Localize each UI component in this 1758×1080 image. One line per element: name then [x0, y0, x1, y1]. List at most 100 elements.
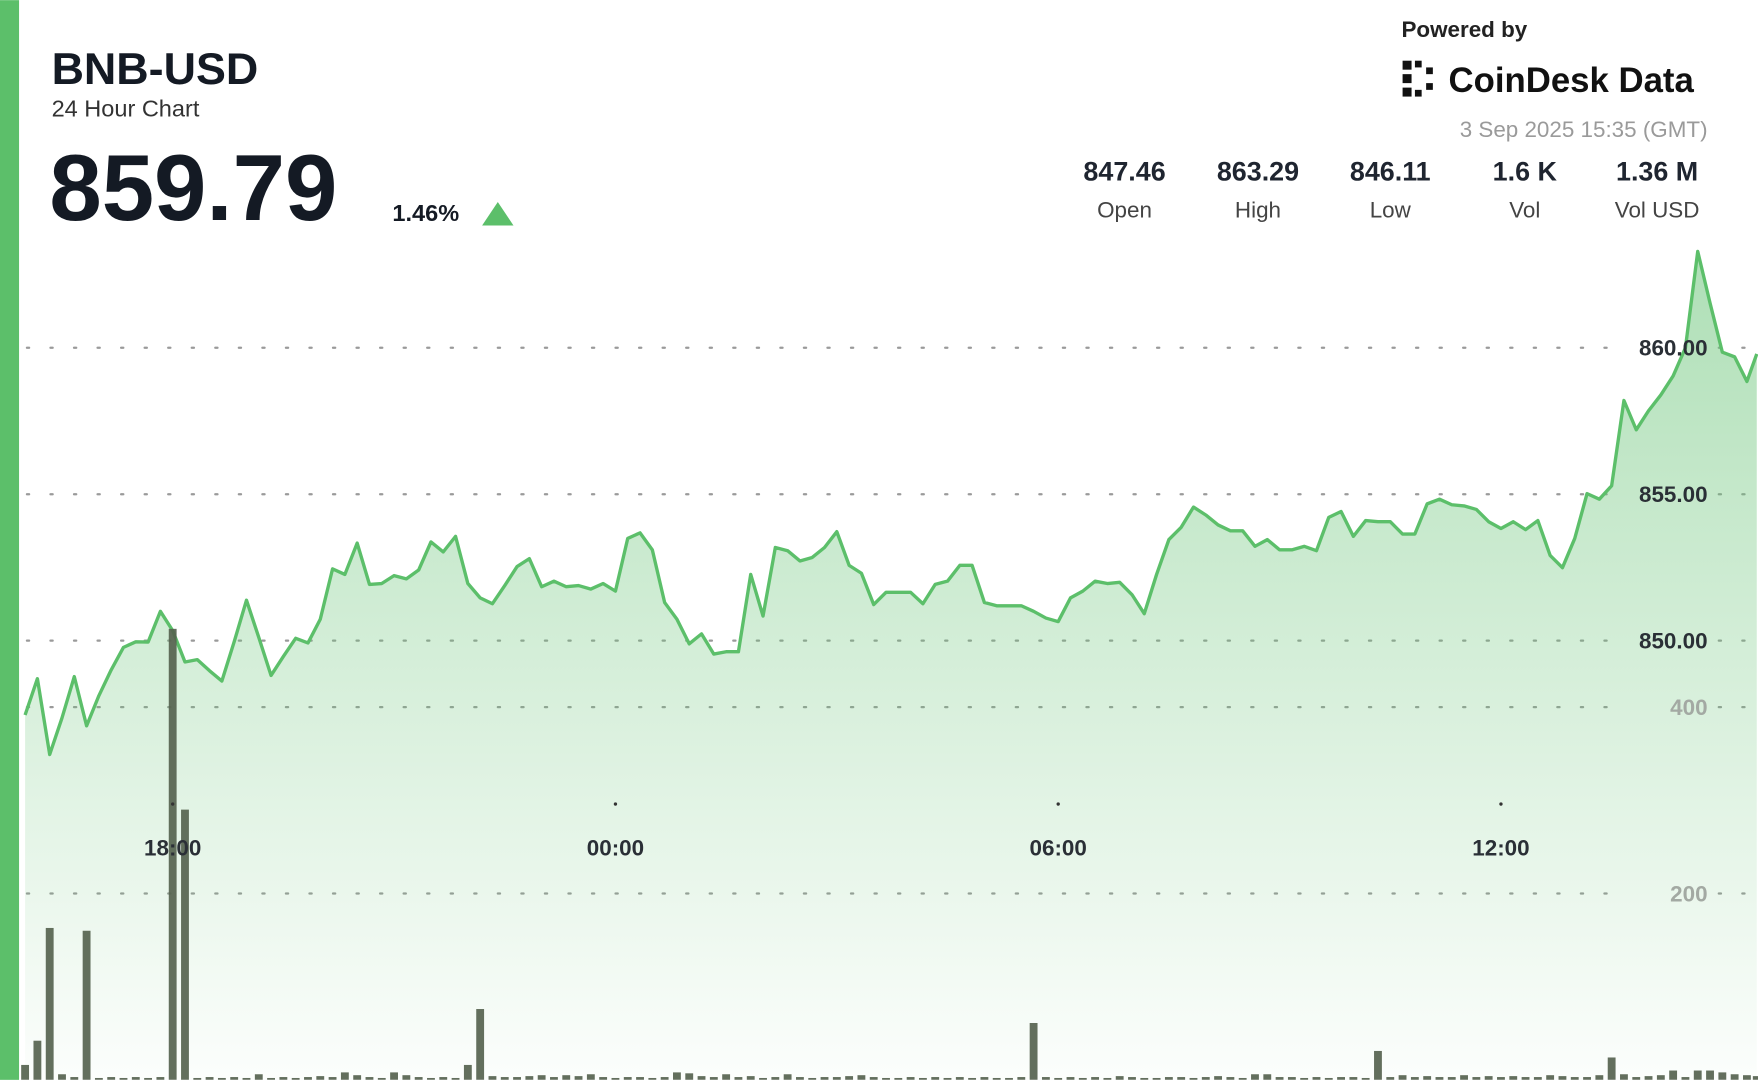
volume-bar [107, 1077, 116, 1080]
volume-bar [1349, 1077, 1358, 1080]
volume-bar [734, 1077, 743, 1080]
volume-bar [1251, 1074, 1259, 1080]
volume-bar [1460, 1075, 1468, 1080]
x-tick-label: 12:00 [1472, 836, 1529, 861]
brand-logo [1402, 60, 1433, 97]
volume-bar [796, 1077, 804, 1080]
volume-bar [402, 1075, 411, 1080]
symbol: BNB-USD [52, 43, 259, 94]
timestamp: 3 Sep 2025 15:35 (GMT) [1460, 117, 1708, 142]
price-area [25, 251, 1757, 1080]
volume-bar [1398, 1075, 1407, 1080]
volume-bar [156, 1077, 165, 1080]
accent-bar [0, 0, 20, 1080]
volume-bar [1140, 1077, 1149, 1080]
volume-bar [832, 1077, 841, 1080]
y-tick-label: 850.00 [1639, 628, 1708, 653]
volume-bar [550, 1077, 558, 1080]
volume-bar [1066, 1077, 1075, 1080]
volume-bar [181, 809, 189, 1080]
volume-bar [70, 1077, 79, 1080]
volume-bar [525, 1076, 534, 1080]
volume-bar [1263, 1074, 1272, 1080]
volume-bar [845, 1076, 854, 1080]
volume-bar [1472, 1077, 1481, 1080]
powered-by: Powered by [1401, 17, 1527, 42]
volume-bar [254, 1074, 263, 1080]
volume-bar [119, 1077, 128, 1080]
volume-bar [1435, 1077, 1444, 1080]
volume-bar [1693, 1070, 1702, 1080]
volume-bar [1423, 1076, 1432, 1080]
subtitle: 24 Hour Chart [52, 96, 200, 122]
volume-bar [1410, 1077, 1419, 1080]
volume-bar [623, 1077, 632, 1080]
volume-bar [931, 1077, 940, 1080]
stat-value: 1.36 M [1616, 157, 1698, 187]
volume-bar [217, 1077, 226, 1080]
volume-bar [1103, 1077, 1112, 1080]
stat-label: Vol USD [1615, 198, 1700, 223]
volume-bar [451, 1077, 460, 1080]
x-tick-mark [171, 802, 175, 806]
volume-bar [1238, 1077, 1247, 1080]
volume-bar [586, 1074, 595, 1080]
volume-bar [869, 1077, 878, 1080]
volume-bar [771, 1077, 780, 1080]
volume-bar [1509, 1076, 1518, 1080]
volume-bar [1312, 1077, 1321, 1080]
volume-bar [1386, 1077, 1395, 1080]
up-arrow [482, 201, 514, 226]
volume-bar [673, 1072, 681, 1080]
volume-bar [783, 1074, 792, 1080]
volume-bar [21, 1064, 30, 1080]
volume-bar [1752, 1076, 1758, 1080]
price: 859.79 [49, 135, 337, 240]
volume-bar [759, 1077, 767, 1080]
volume-bar [537, 1075, 546, 1080]
y2-tick-label: 200 [1670, 881, 1707, 906]
volume-bar [709, 1077, 718, 1080]
volume-bar [1743, 1075, 1751, 1080]
volume-bar [316, 1076, 325, 1080]
stats: 847.46 Open 863.29 High 846.11 Low 1.6 K… [1083, 157, 1699, 223]
plot-area [21, 249, 1758, 1080]
stat-value: 846.11 [1350, 157, 1431, 187]
volume-bar [1078, 1077, 1087, 1080]
volume-bar [1017, 1077, 1026, 1080]
volume-bar [1730, 1074, 1739, 1080]
volume-bar [1546, 1075, 1555, 1080]
volume-bar [1152, 1077, 1161, 1080]
volume-bar [1029, 1023, 1038, 1080]
volume-bar [1226, 1077, 1235, 1080]
change: 1.46% [392, 200, 459, 226]
volume-bar [857, 1075, 866, 1080]
volume-bar [1595, 1075, 1604, 1080]
volume-bar [1337, 1077, 1345, 1080]
volume-bar [168, 628, 177, 1080]
volume-bar [1644, 1076, 1653, 1080]
volume-bar [882, 1077, 890, 1080]
stat-label: High [1235, 198, 1281, 223]
volume-bar [1607, 1057, 1616, 1080]
volume-bar [427, 1077, 435, 1080]
volume-bar [1054, 1077, 1063, 1080]
y-tick-label: 860.00 [1639, 336, 1708, 361]
volume-bar [1275, 1077, 1284, 1080]
volume-bar [1570, 1077, 1579, 1080]
volume-bar [1287, 1077, 1296, 1080]
volume-bar [45, 927, 54, 1080]
volume-bar [304, 1077, 312, 1080]
volume-bar [58, 1074, 66, 1080]
volume-bar [328, 1077, 337, 1080]
volume-bar [808, 1077, 817, 1080]
volume-bar [1718, 1072, 1727, 1080]
x-tick-mark [1499, 802, 1503, 806]
volume-bar [513, 1077, 521, 1080]
volume-bar [390, 1072, 398, 1080]
volume-bar [131, 1077, 140, 1080]
volume-bar [476, 1009, 485, 1080]
volume-bar [648, 1077, 657, 1080]
price-line [23, 249, 1758, 757]
